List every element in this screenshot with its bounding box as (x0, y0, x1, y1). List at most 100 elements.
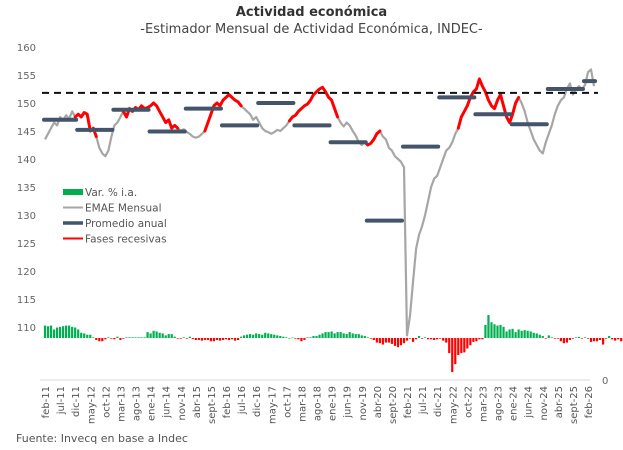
x-tick-label: ago-13 (132, 386, 143, 421)
y-tick-label: 140 (17, 155, 36, 166)
bar-var-ia (574, 337, 578, 338)
bar-var-ia (372, 338, 375, 340)
bar-var-ia (200, 338, 203, 341)
bar-var-ia (508, 329, 511, 338)
x-tick-label: mar-23 (478, 386, 489, 422)
bar-var-ia (408, 338, 412, 339)
bar-var-ia (134, 337, 137, 338)
x-tick-label: jun-19 (343, 386, 354, 419)
y-tick-label: 135 (17, 183, 36, 194)
bar-var-ia (62, 326, 65, 338)
bar-var-ia (206, 338, 210, 340)
bar-var-ia (224, 338, 228, 340)
recession-segment (203, 93, 243, 133)
bar-var-ia (167, 334, 170, 338)
bar-var-ia (236, 338, 240, 340)
bar-var-ia (215, 338, 219, 340)
bar-var-ia (119, 338, 122, 340)
bar-var-ia (131, 337, 134, 338)
bar-var-ia (411, 338, 415, 342)
y-tick-label: 120 (17, 267, 36, 278)
bar-var-ia (170, 334, 173, 338)
bar-var-ia (83, 333, 86, 338)
bar-var-ia (297, 338, 300, 340)
bar-var-ia (49, 325, 53, 338)
bar-var-ia (414, 338, 418, 340)
bar-var-ia (227, 338, 231, 340)
bar-var-ia (182, 337, 185, 338)
bar-var-ia (155, 331, 158, 338)
bar-var-ia (158, 332, 161, 338)
bar-var-ia (218, 338, 222, 341)
bar-var-ia (589, 338, 593, 342)
x-tick-label: feb-26 (584, 386, 595, 418)
x-tick-label: mar-13 (116, 386, 127, 422)
bar-var-ia (550, 337, 553, 338)
bar-var-ia (279, 336, 282, 338)
chart-subtitle: -Estimador Mensual de Actividad Económic… (140, 22, 483, 37)
bar-var-ia (276, 335, 279, 338)
bar-var-ia (583, 337, 587, 338)
bar-var-ia (523, 330, 526, 338)
bar-var-ia (417, 336, 421, 338)
bar-var-ia (520, 330, 523, 338)
bar-var-ia (95, 338, 98, 340)
x-tick-label: may-17 (267, 386, 278, 424)
bar-var-ia (339, 332, 342, 338)
x-tick-label: feb-21 (403, 386, 414, 418)
y-axis-ticks: 160 155 150 145 140 135 130 125 120 115 110 (17, 43, 36, 334)
bar-var-ia (577, 336, 581, 338)
bar-var-ia (463, 338, 466, 353)
bar-var-ia (125, 337, 128, 338)
x-tick-label: abr-25 (554, 386, 565, 418)
bar-var-ia (80, 332, 83, 338)
bar-var-ia (221, 338, 225, 340)
bar-var-ia (176, 338, 179, 339)
x-tick-label: jul-21 (418, 386, 429, 415)
bar-var-ia (526, 330, 529, 338)
bar-var-ia (191, 338, 194, 340)
bar-var-ia (433, 338, 436, 340)
bar-var-ia (140, 337, 143, 338)
bar-var-ia (92, 337, 95, 338)
bar-var-ia (258, 334, 261, 338)
bar-var-ia (315, 336, 318, 338)
bar-var-ia (472, 338, 475, 342)
bar-var-ia (71, 326, 74, 338)
bar-var-ia (568, 338, 572, 340)
bar-var-ia (267, 333, 270, 338)
bar-var-ia (457, 338, 460, 356)
bar-var-ia (511, 328, 514, 338)
bar-var-ia (393, 338, 397, 346)
recession-segment (73, 111, 98, 139)
x-tick-label: feb-16 (222, 386, 233, 418)
bar-var-ia (514, 332, 517, 338)
bar-var-ia (264, 332, 267, 338)
bar-var-ia (424, 337, 427, 338)
bar-var-ia (592, 338, 596, 342)
bar-var-ia (239, 336, 243, 338)
bar-var-ia (116, 336, 119, 338)
legend-label: Fases recesivas (85, 234, 167, 246)
bar-var-ia (58, 326, 62, 338)
x-tick-label: dic-21 (433, 386, 444, 417)
bar-var-ia (77, 329, 80, 338)
bar-var-ia (535, 333, 538, 338)
chart-title: Actividad económica (235, 5, 388, 20)
bar-var-ia (55, 327, 59, 338)
y-tick-label: 150 (17, 99, 36, 110)
bar-var-ia (143, 337, 146, 338)
bar-var-ia (405, 338, 409, 341)
bar-var-ia (496, 325, 499, 338)
bar-var-ia (309, 337, 312, 338)
bar-var-ia (478, 338, 481, 340)
bar-var-ia (442, 338, 445, 341)
bar-var-ia (65, 325, 68, 338)
bar-var-ia (448, 338, 451, 354)
y-tick-label: 160 (17, 43, 36, 54)
x-tick-label: nov-19 (358, 386, 369, 420)
x-tick-label: jun-24 (524, 386, 535, 419)
bar-var-ia (436, 338, 439, 340)
bar-var-ia (261, 334, 264, 338)
bar-var-ia (617, 338, 620, 340)
